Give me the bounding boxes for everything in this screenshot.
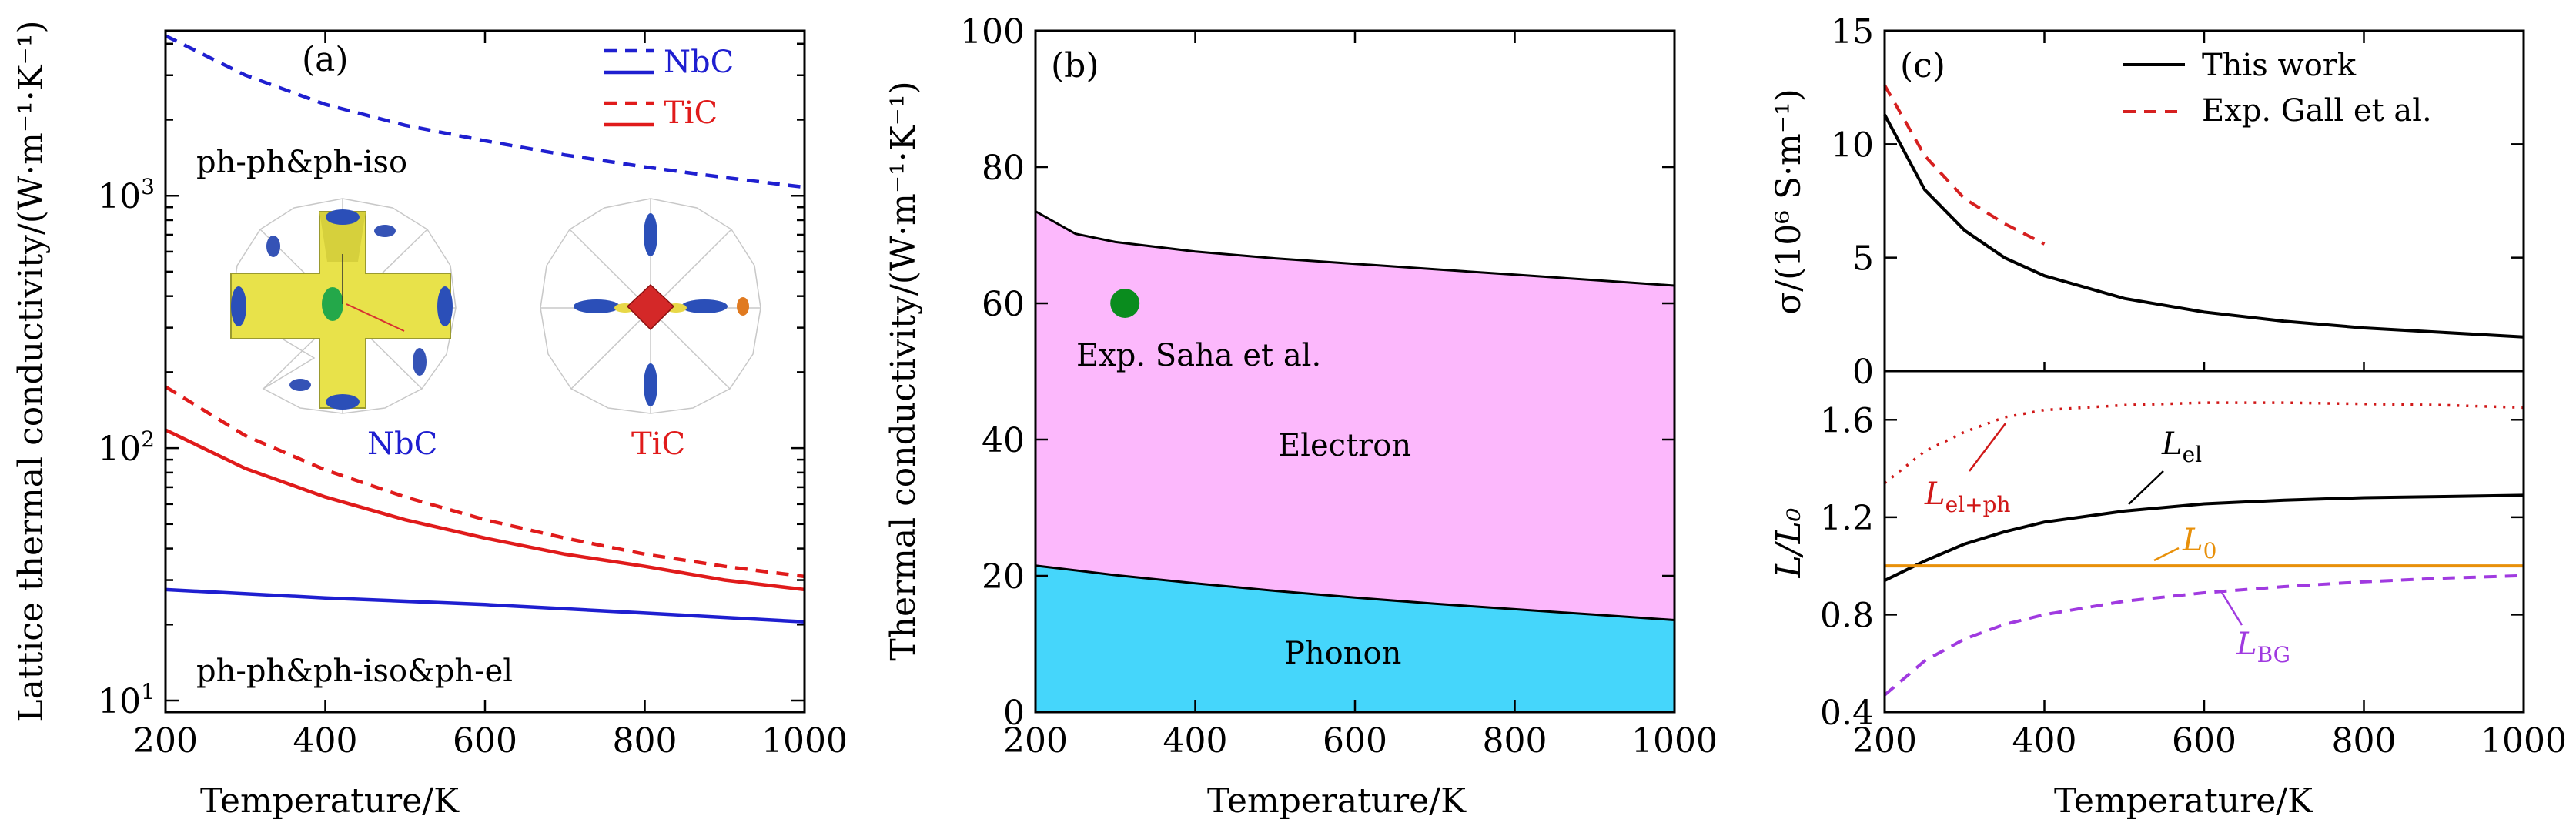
label-l-el: Lel (2161, 426, 2202, 467)
legend-gall-label: Exp. Gall et al. (2202, 93, 2432, 129)
sigma-y-tick-label-10: 10 (1831, 125, 1874, 165)
area-electron (1035, 211, 1674, 620)
x-tick-label-200: 200 (1003, 721, 1068, 761)
experiment-label-saha: Exp. Saha et al. (1076, 338, 1321, 373)
x-tick-label-800: 800 (2332, 721, 2397, 761)
panel-b-y-axis-label: Thermal conductivity/(W·m⁻¹·K⁻¹) (884, 81, 923, 660)
lorenz-series-l-el-ph (1883, 401, 2524, 484)
x-tick-label-800: 800 (613, 721, 677, 761)
lorenz-y-tick-label-0.4: 0.4 (1820, 694, 1874, 733)
panel-c-ticks: 0 5 10 15 0.4 0.8 1.2 1.6 200 400 600 800 1000 (1820, 12, 2567, 761)
y-tick-label-10: 101 (98, 679, 155, 721)
x-tick-label-1000: 1000 (2481, 721, 2567, 761)
tic-fermi-surface-inset (540, 198, 761, 414)
series-tic-ph-ph-ph-iso-ph-el (165, 428, 805, 592)
x-tick-label-200: 200 (1852, 721, 1917, 761)
x-tick-label-600: 600 (453, 721, 517, 761)
label-l-0-leader (2153, 547, 2180, 562)
lorenz-series-l-el (1884, 493, 2524, 582)
series-nbc-ph-ph-ph-iso (165, 34, 805, 189)
panel-b-x-axis-label: Temperature/K (1207, 781, 1467, 821)
panel-c-sigma-plot-area (1883, 84, 2524, 339)
x-tick-label-400: 400 (1163, 721, 1228, 761)
nbc-fermi-surface-inset (230, 198, 457, 414)
panel-c-lorenz-y-axis-label: L/L₀ (1769, 507, 1808, 578)
lorenz-y-tick-label-0.8: 0.8 (1820, 596, 1874, 635)
label-l-el-ph: Lel+ph (1924, 477, 2011, 517)
panel-b-frame (1034, 29, 1676, 714)
sigma-y-tick-label-0: 0 (1852, 353, 1874, 392)
legend-this-work-label: This work (2202, 48, 2357, 83)
annotation-ph-ph-ph-iso: ph-ph&ph-iso (196, 145, 407, 180)
label-l-bg-leader (2220, 590, 2243, 626)
y-tick-label-80: 80 (982, 149, 1025, 188)
y-tick-label-20: 20 (982, 557, 1025, 597)
series-tic-ph-ph-ph-iso (164, 385, 805, 579)
sigma-series-this-work (1883, 114, 2524, 339)
x-tick-label-800: 800 (1483, 721, 1547, 761)
panel-c-x-axis-label: Temperature/K (2054, 781, 2313, 821)
region-label-electron: Electron (1278, 428, 1411, 463)
panel-b-ticks: 200 400 600 800 1000 0 20 40 60 80 100 (960, 12, 1718, 761)
label-l-0: L0 (2182, 523, 2216, 563)
x-tick-label-400: 400 (293, 721, 358, 761)
lorenz-series-l-bg (1883, 574, 2524, 697)
panel-b: 200 400 600 800 1000 0 20 40 60 80 100 (b) Exp. Sa… (884, 12, 1718, 821)
panel-a-frame (164, 29, 806, 714)
sigma-series-exp-gall-et-al (1883, 84, 2046, 246)
x-tick-label-1000: 1000 (761, 721, 848, 761)
annotation-ph-ph-ph-iso-ph-el: ph-ph&ph-iso&ph-el (196, 654, 513, 689)
x-tick-label-600: 600 (1323, 721, 1387, 761)
y-tick-label-60: 60 (982, 285, 1025, 324)
y-tick-label-100: 100 (960, 12, 1025, 52)
x-tick-label-200: 200 (133, 721, 198, 761)
series-nbc-ph-ph-ph-iso-ph-el (165, 587, 805, 624)
legend-tic-label: TiC (664, 95, 718, 131)
lorenz-y-tick-label-1.2: 1.2 (1820, 499, 1874, 538)
panel-c-legend: This work Exp. Gall et al. (2123, 48, 2432, 129)
y-tick-label-1000: 103 (98, 174, 155, 216)
panel-c-letter: (c) (1900, 46, 1945, 85)
panel-c: 0 5 10 15 0.4 0.8 1.2 1.6 200 400 600 800 1000 (c) T… (1769, 12, 2567, 821)
x-tick-label-1000: 1000 (1631, 721, 1718, 761)
panel-b-plot-area (1035, 210, 1675, 712)
x-tick-label-400: 400 (2012, 721, 2077, 761)
panel-a-letter: (a) (302, 40, 349, 79)
legend-nbc-label: NbC (664, 45, 734, 80)
inset-label-nbc: NbC (367, 426, 437, 462)
x-tick-label-600: 600 (2172, 721, 2236, 761)
y-tick-label-0: 0 (1003, 694, 1025, 733)
panel-a-ticks: 200 400 600 800 1000 101 102 103 (98, 31, 848, 761)
y-tick-label-40: 40 (982, 421, 1025, 460)
panel-a-y-axis-label: Lattice thermal conductivity/(W·m⁻¹·K⁻¹) (12, 20, 51, 721)
lorenz-y-tick-label-1.6: 1.6 (1820, 401, 1874, 440)
sigma-y-tick-label-15: 15 (1831, 12, 1874, 52)
inset-label-tic: TiC (631, 426, 685, 462)
panel-a-plot-area (164, 34, 805, 624)
panel-a: 200 400 600 800 1000 101 102 103 (a) NbC TiC ph… (12, 20, 848, 821)
panel-a-legend: NbC TiC (604, 45, 734, 131)
label-l-el-leader (2128, 470, 2164, 505)
area-phonon (1035, 565, 1674, 712)
line-phonon (1035, 564, 1675, 621)
panel-c-lorenz-plot-area (1883, 401, 2524, 697)
label-l-bg: LBG (2236, 627, 2290, 667)
panel-c-sigma-y-axis-label: σ/(10⁶ S·m⁻¹) (1769, 89, 1808, 315)
sigma-y-tick-label-5: 5 (1852, 239, 1874, 279)
y-tick-label-100: 102 (98, 426, 155, 469)
line-total (1035, 210, 1675, 287)
panel-b-letter: (b) (1051, 46, 1099, 85)
region-label-phonon: Phonon (1284, 636, 1401, 671)
label-l-el-ph-leader (1969, 423, 2006, 472)
experiment-point-saha (1110, 289, 1140, 318)
panel-a-x-axis-label: Temperature/K (200, 781, 460, 821)
